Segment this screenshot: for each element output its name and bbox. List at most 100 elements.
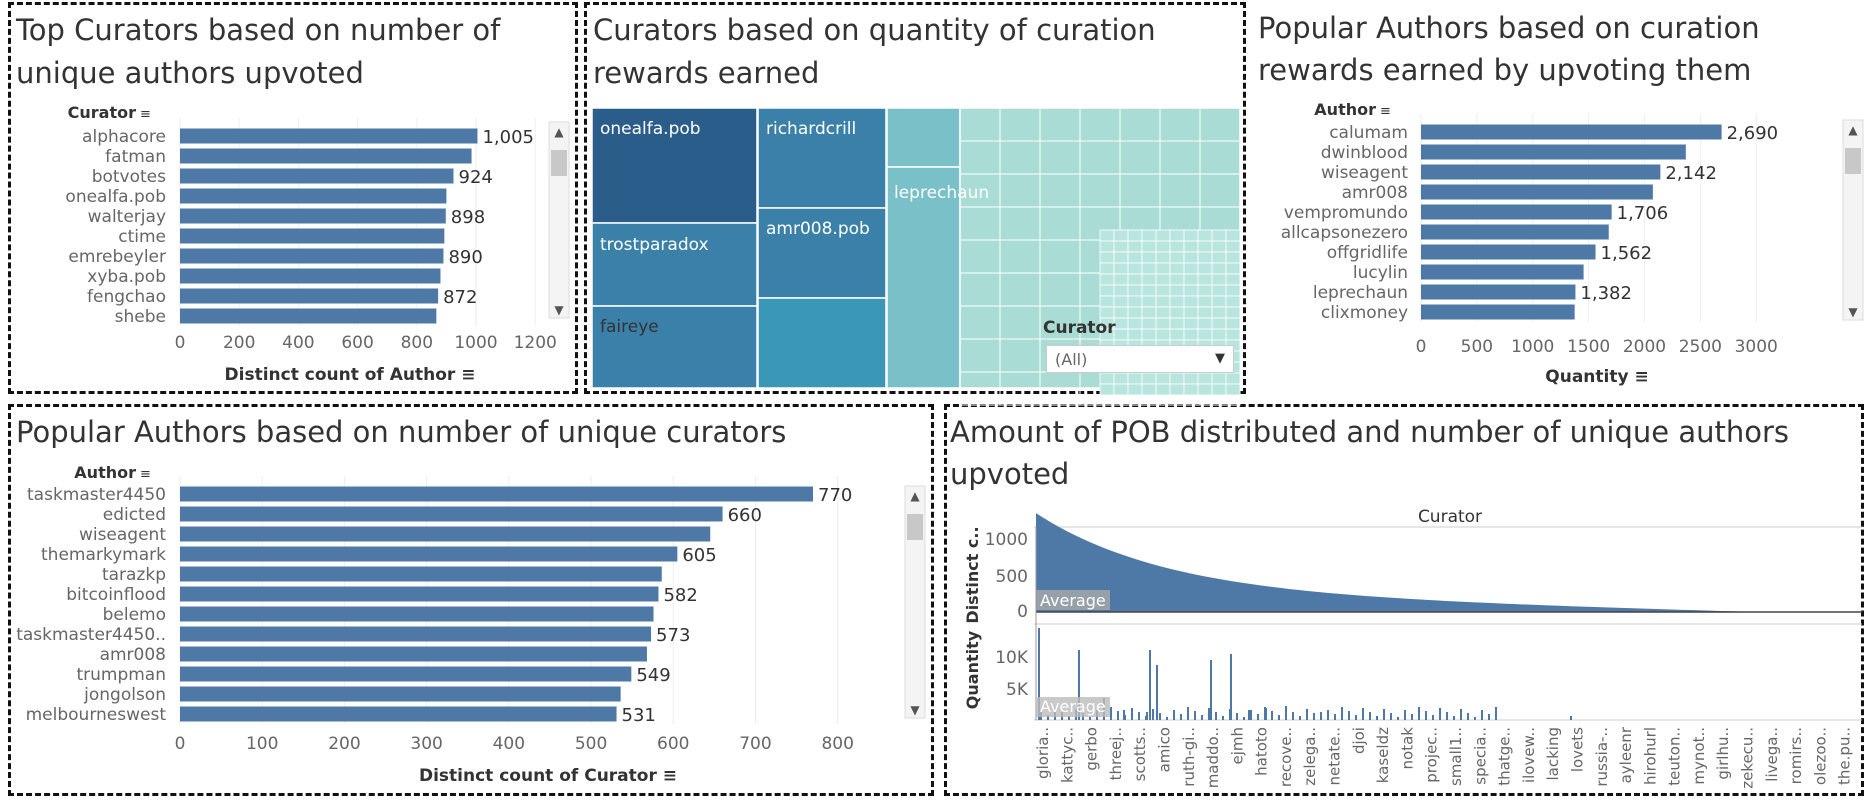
quantity-bar xyxy=(1439,708,1441,720)
treemap-cell xyxy=(1127,273,1143,286)
quantity-bar xyxy=(1089,717,1091,720)
treemap-cell xyxy=(591,107,758,224)
treemap-cell xyxy=(1211,317,1227,330)
x-tick-label: amico xyxy=(1155,727,1173,772)
y-tick-label: 10K xyxy=(995,648,1029,668)
x-tick-label: 1500 xyxy=(1567,337,1610,357)
data-label: 1,382 xyxy=(1580,283,1632,304)
quantity-bar xyxy=(1201,715,1203,720)
treemap-cell xyxy=(1211,262,1227,275)
chevron-down-icon[interactable]: ▼ xyxy=(1215,351,1225,366)
treemap-cell xyxy=(1211,295,1227,308)
treemap-cell xyxy=(1141,273,1157,286)
treemap-cell xyxy=(1211,284,1227,297)
bar-label: onealfa.pob xyxy=(65,187,166,207)
treemap-cell xyxy=(757,297,887,389)
quantity-bar xyxy=(1411,714,1413,720)
quantity-bar xyxy=(1166,717,1168,720)
treemap-cell-label: onealfa.pob xyxy=(600,119,701,139)
treemap-cell xyxy=(591,222,758,307)
bar xyxy=(1421,284,1576,300)
treemap-cell xyxy=(1113,328,1129,341)
x-tick-label: 500 xyxy=(1461,337,1493,357)
bar-label: themarkymark xyxy=(41,545,166,565)
average-label: Average xyxy=(1040,697,1106,716)
top-curators-title-2: unique authors upvoted xyxy=(16,56,364,90)
data-label: 573 xyxy=(656,625,690,646)
x-tick-label: small1.. xyxy=(1447,727,1465,786)
treemap-cell xyxy=(1197,284,1213,297)
quantity-bar xyxy=(1306,709,1308,720)
treemap-cell xyxy=(1113,251,1129,264)
bar xyxy=(180,606,654,622)
quantity-bar xyxy=(1320,717,1322,720)
curator-filter-dropdown[interactable]: (All) ▼ xyxy=(1046,345,1234,373)
pob-panel xyxy=(944,404,1864,796)
x-tick-label: 200 xyxy=(328,734,360,754)
bar xyxy=(180,308,437,324)
x-axis-title: Distinct count of Curator ≡ xyxy=(419,766,677,786)
treemap-cell xyxy=(1225,328,1241,341)
x-tick-label: 200 xyxy=(223,333,255,353)
treemap-cell xyxy=(757,207,887,299)
sort-icon: ≡ xyxy=(140,467,151,482)
data-label: 1,706 xyxy=(1617,203,1669,224)
y-tick-label: 5K xyxy=(1006,680,1029,700)
treemap-cell xyxy=(1127,262,1143,275)
bar-label: leprechaun xyxy=(1313,283,1408,303)
x-tick-label: livega.. xyxy=(1763,727,1781,782)
treemap-cell xyxy=(1155,229,1171,242)
scroll-down-icon: ▼ xyxy=(1848,305,1858,319)
x-tick-label: 100 xyxy=(246,734,278,754)
treemap-cell xyxy=(1127,251,1143,264)
bar-label: wiseagent xyxy=(1321,163,1408,183)
treemap-cell xyxy=(1197,317,1213,330)
data-label: 660 xyxy=(728,505,762,526)
treemap-cell xyxy=(1183,295,1199,308)
quantity-bar xyxy=(1313,713,1315,720)
x-tick-label: 0 xyxy=(175,734,186,754)
bar-label: offgridlife xyxy=(1327,243,1408,263)
bar xyxy=(180,706,617,722)
quantity-bar xyxy=(1145,716,1147,720)
scroll-down-icon: ▼ xyxy=(910,703,920,717)
bar-label: edicted xyxy=(103,505,166,525)
popular-quantity-title-1: Popular Authors based on curation xyxy=(1258,11,1760,45)
treemap-cell xyxy=(1225,317,1241,330)
treemap-cell xyxy=(1155,295,1171,308)
x-tick-label: 0 xyxy=(175,333,186,353)
bar-label: melbourneswest xyxy=(26,705,167,725)
scroll-up-icon: ▲ xyxy=(1848,123,1858,137)
treemap-cell xyxy=(1113,240,1129,253)
data-label: 549 xyxy=(636,665,670,686)
y-tick-label: 0 xyxy=(1017,602,1028,622)
x-tick-label: 300 xyxy=(410,734,442,754)
quantity-bar xyxy=(1362,708,1364,720)
bar xyxy=(180,566,662,582)
quantity-bar xyxy=(1397,717,1399,720)
quantity-bar xyxy=(1278,715,1280,720)
treemap-cell xyxy=(1169,240,1185,253)
data-label: 605 xyxy=(682,545,716,566)
bar xyxy=(180,288,439,304)
quantity-bar xyxy=(1369,712,1371,720)
quantity-bar xyxy=(1425,711,1427,720)
bar xyxy=(180,686,621,702)
treemap-cell xyxy=(1169,306,1185,319)
scroll-down-icon: ▼ xyxy=(554,303,564,317)
treemap-cell xyxy=(1127,284,1143,297)
dim-header: Author xyxy=(74,463,136,482)
x-tick-label: 800 xyxy=(401,333,433,353)
treemap-cell xyxy=(1169,328,1185,341)
treemap-cell-label: trostparadox xyxy=(600,235,709,255)
quantity-bar xyxy=(1156,665,1158,720)
quantity-bar xyxy=(1110,707,1112,720)
treemap-cell xyxy=(1211,383,1227,396)
data-label: 898 xyxy=(451,207,485,228)
x-axis-title: Quantity ≡ xyxy=(1545,367,1648,387)
treemap-cell xyxy=(1127,317,1143,330)
treemap-cell xyxy=(886,107,961,168)
treemap-cell xyxy=(1127,328,1143,341)
data-label: 531 xyxy=(622,705,656,726)
